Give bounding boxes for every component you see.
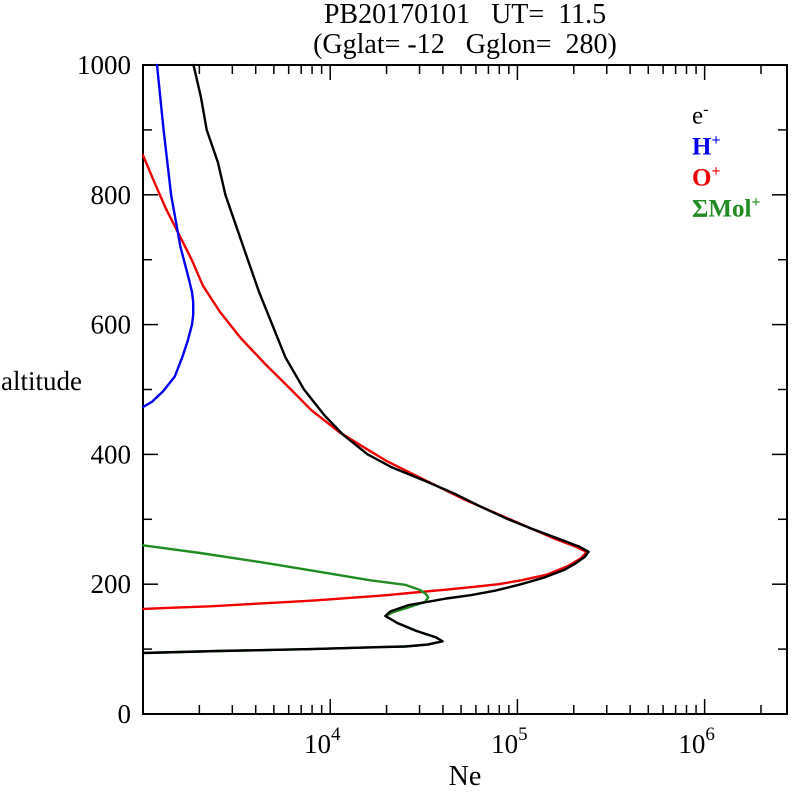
y-tick-label: 200 (91, 569, 132, 599)
y-tick-label: 600 (91, 310, 132, 340)
curve-hydrogen-ion (141, 63, 195, 409)
chart-title: PB20170101 UT= 11.5 (323, 0, 607, 30)
y-tick-label: 0 (118, 699, 132, 729)
plot-frame (142, 64, 788, 715)
y-axis-label: altitude (1, 366, 82, 396)
x-tick-label: 104 (304, 724, 341, 759)
y-tick-label: 800 (91, 180, 132, 210)
x-axis-label: Ne (448, 761, 482, 792)
curve-oxygen-ion (141, 154, 588, 611)
y-tick-label: 1000 (77, 50, 131, 80)
legend-item-electron: e- (692, 101, 709, 130)
legend-item-o-plus: O+ (692, 163, 721, 192)
legend: e- H+ O+ ΣMol+ (692, 94, 761, 223)
curve-molecular-ions (141, 544, 444, 655)
legend-item-mol-plus: ΣMol+ (692, 194, 761, 223)
y-tick-label: 400 (91, 439, 132, 469)
x-tick-label: 105 (491, 724, 527, 759)
curve-electron-density (141, 63, 590, 655)
x-tick-label: 106 (678, 724, 715, 759)
chart-subtitle: (Gglat= -12 Gglon= 280) (313, 29, 617, 60)
legend-item-h-plus: H+ (692, 132, 721, 161)
